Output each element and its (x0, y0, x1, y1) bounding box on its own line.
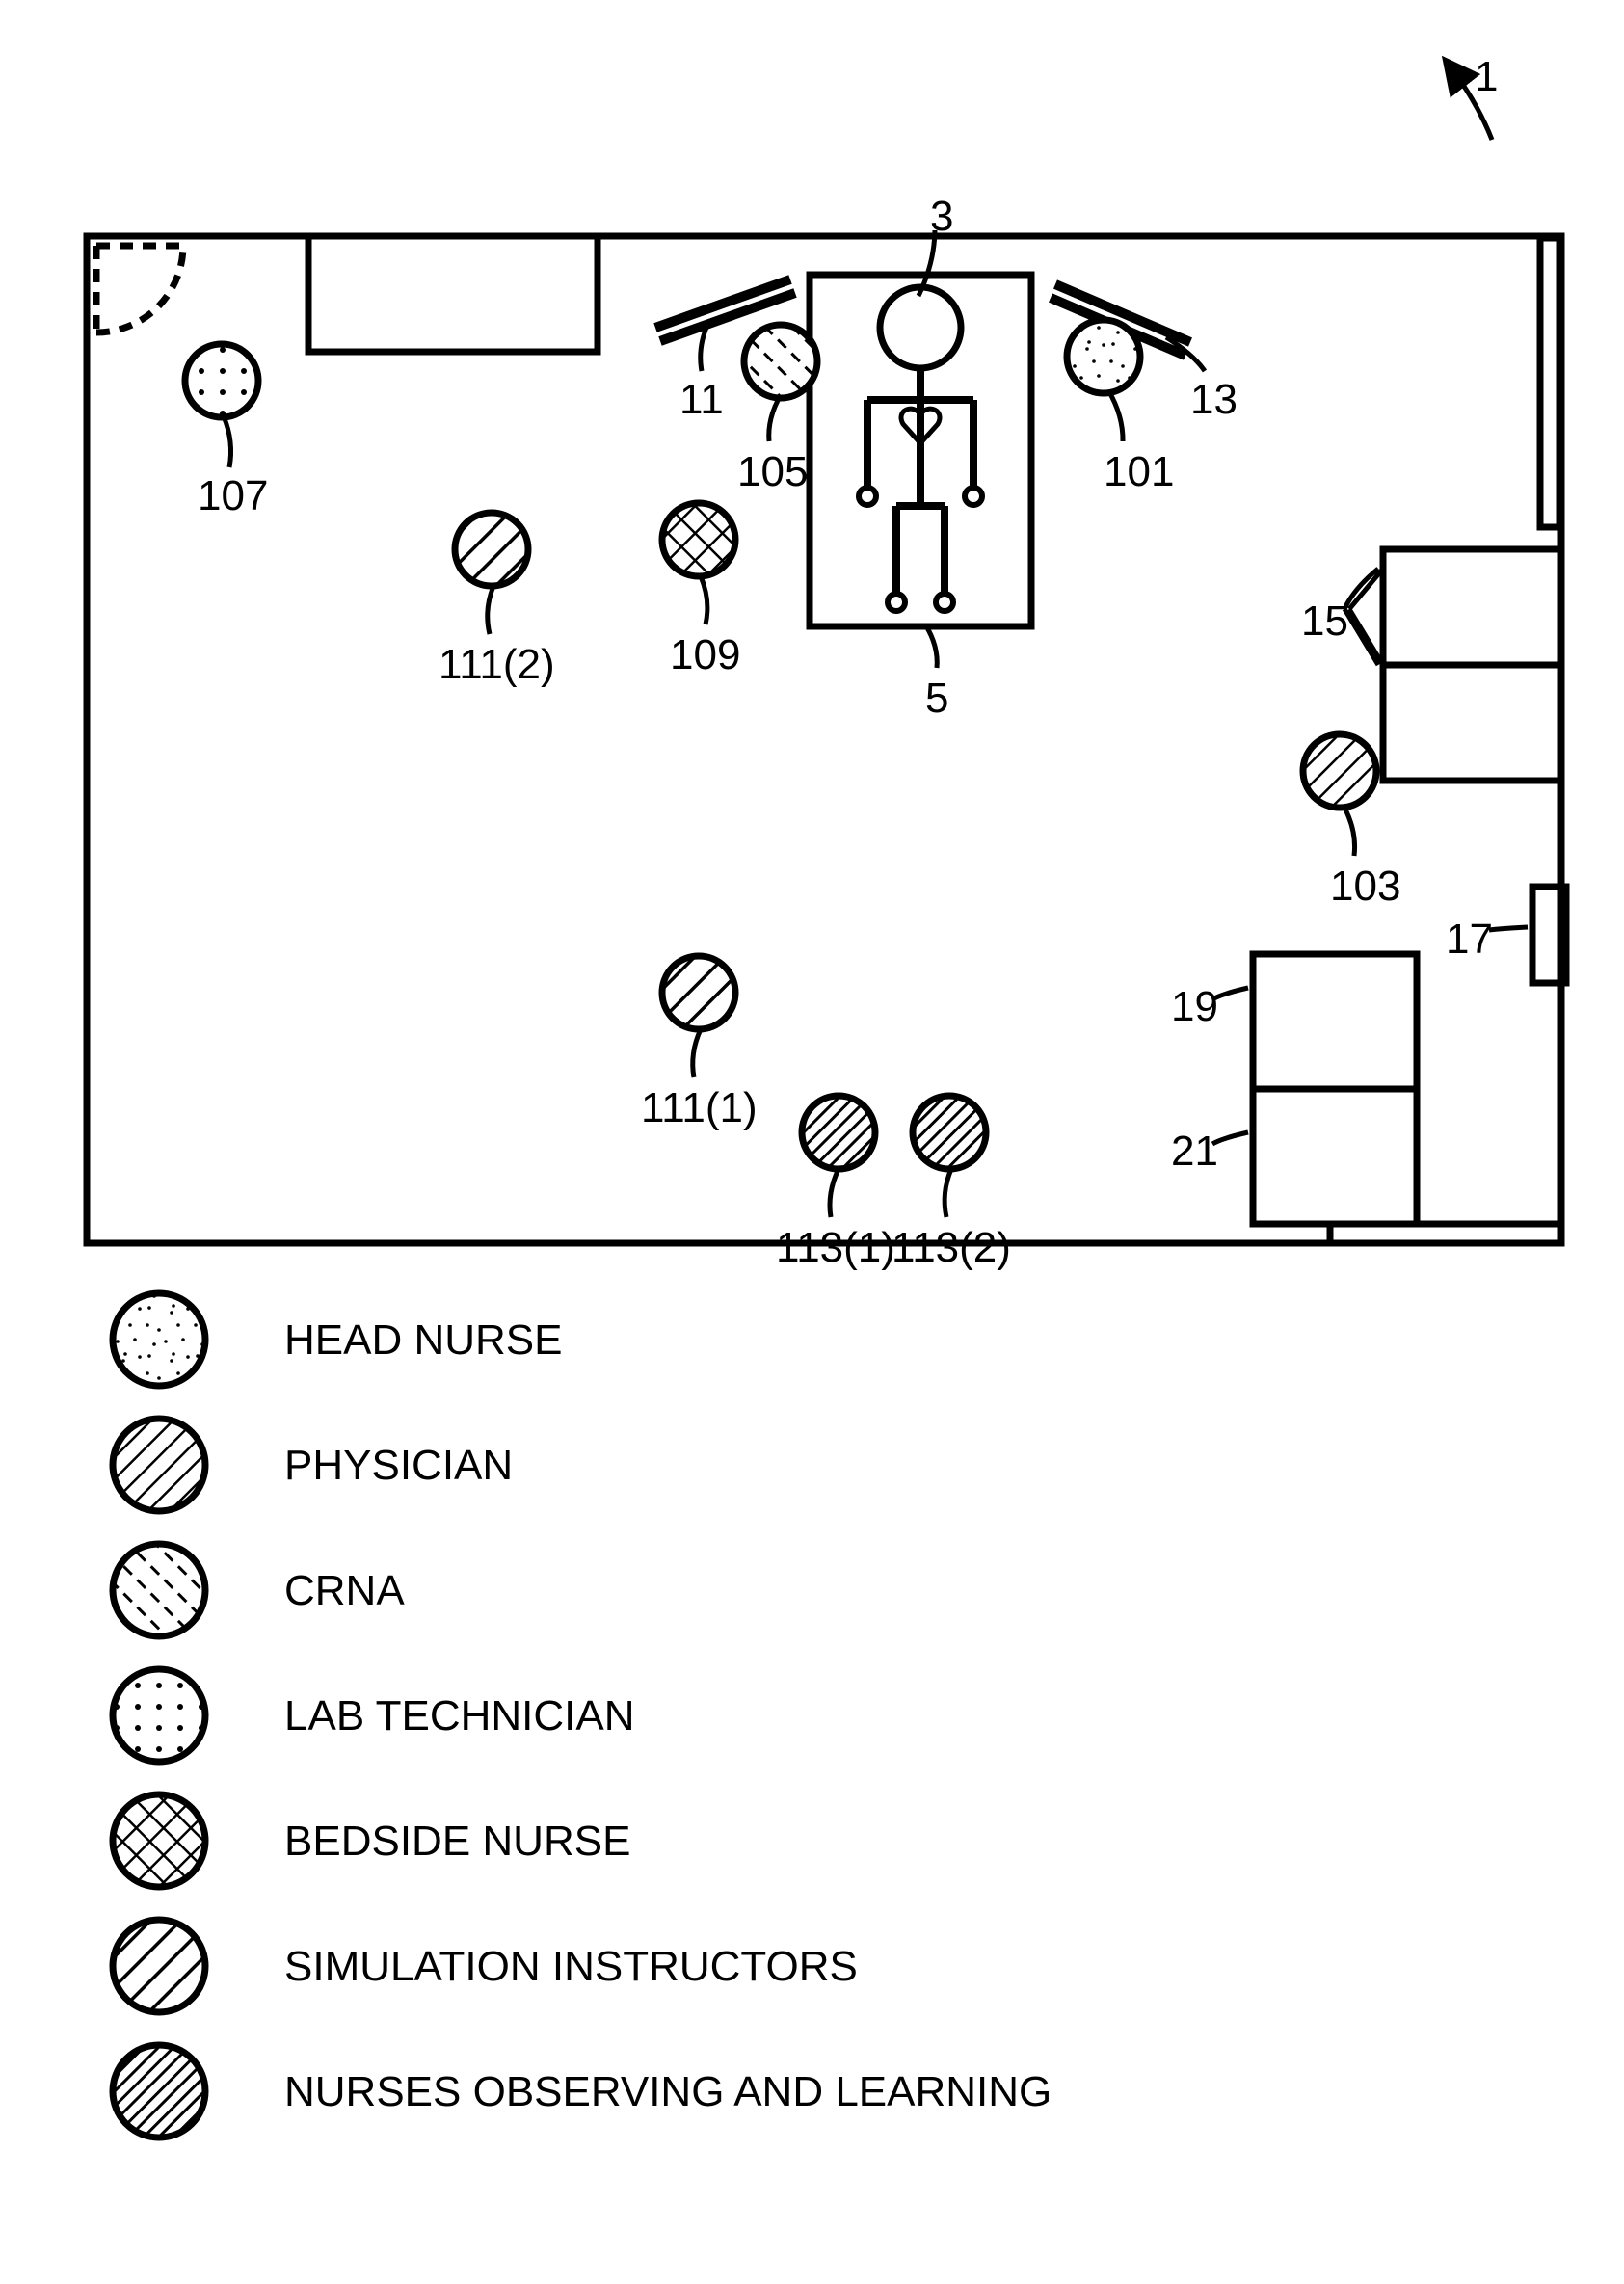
person-105 (744, 325, 817, 398)
equipment-top_cabinet (308, 236, 598, 352)
legend-swatch-instructor (113, 1920, 205, 2012)
equipment-cart_bottom (1253, 1089, 1417, 1224)
callout-21: 21 (1171, 1128, 1218, 1176)
legend-swatch-observer (113, 2045, 205, 2138)
callout-15: 15 (1301, 598, 1348, 646)
leader-5 (925, 624, 937, 668)
legend-swatch-physician (113, 1419, 205, 1511)
leader-113(1) (830, 1169, 839, 1217)
legend-label-bedside: BEDSIDE NURSE (284, 1818, 630, 1866)
callout-109: 109 (670, 631, 740, 679)
callout-11: 11 (679, 376, 724, 424)
patient-head (880, 287, 961, 368)
callout-19: 19 (1171, 983, 1218, 1031)
callout-17: 17 (1446, 916, 1493, 964)
leader-17 (1489, 927, 1528, 930)
person-111(1) (662, 956, 735, 1029)
legend-swatch-bedside (113, 1794, 205, 1887)
legend-label-crna: CRNA (284, 1567, 405, 1615)
person-113(2) (913, 1096, 986, 1169)
callout-5: 5 (925, 675, 948, 723)
leader-113(2) (945, 1169, 951, 1217)
callout-107: 107 (198, 472, 268, 520)
callout-113(1): 113(1) (776, 1224, 895, 1272)
equipment-cart_top (1253, 954, 1417, 1089)
person-111(2) (455, 513, 528, 586)
leader-103 (1344, 808, 1355, 856)
callout-13: 13 (1190, 376, 1238, 424)
equipment-side_table_top (1383, 549, 1561, 665)
legend-label-observer: NURSES OBSERVING AND LEARNING (284, 2068, 1052, 2116)
person-103 (1303, 734, 1376, 808)
leader-107 (224, 416, 231, 467)
callout-3: 3 (930, 193, 953, 241)
diagram-stage: 135111315171921101103105107109111(1)111(… (0, 0, 1624, 2284)
equipment-bottom_strip (1330, 1224, 1561, 1243)
leader-101 (1108, 390, 1123, 441)
callout-111(2): 111(2) (439, 641, 555, 689)
callout-1: 1 (1475, 53, 1498, 101)
equipment-side_table_bottom (1383, 665, 1561, 781)
callout-105: 105 (737, 448, 808, 496)
leader-111(1) (693, 1029, 701, 1077)
person-107 (185, 344, 258, 417)
person-101 (1067, 320, 1140, 393)
legend-swatch-lab_tech (113, 1669, 205, 1762)
leader-15 (1344, 569, 1378, 609)
leader-105 (769, 395, 781, 441)
callout-103: 103 (1330, 863, 1400, 911)
leader-109 (701, 576, 707, 624)
door-arc (96, 246, 183, 332)
legend-swatch-head_nurse (113, 1293, 205, 1386)
equipment-right_strip (1540, 238, 1559, 527)
person-113(1) (802, 1096, 875, 1169)
callout-111(1): 111(1) (641, 1084, 758, 1132)
legend-swatch-crna (113, 1544, 205, 1636)
legend-label-head_nurse: HEAD NURSE (284, 1316, 563, 1365)
callout-101: 101 (1104, 448, 1174, 496)
legend-label-physician: PHYSICIAN (284, 1442, 513, 1490)
legend-label-instructor: SIMULATION INSTRUCTORS (284, 1943, 858, 1991)
legend-label-lab_tech: LAB TECHNICIAN (284, 1692, 635, 1740)
person-109 (662, 503, 735, 576)
callout-113(2): 113(2) (892, 1224, 1011, 1272)
leader-111(2) (488, 586, 493, 634)
